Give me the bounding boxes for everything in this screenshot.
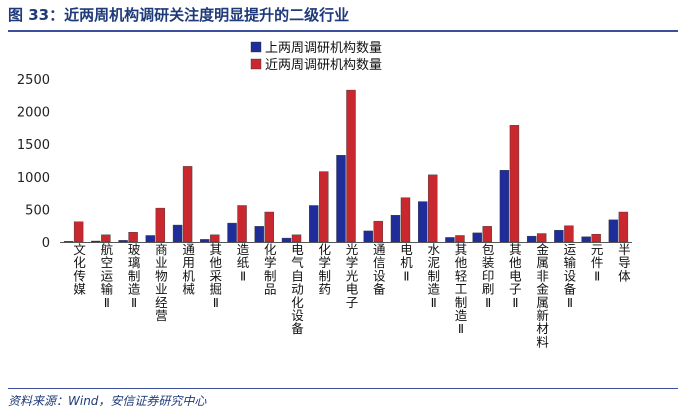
bar-recent-two-weeks — [346, 89, 356, 243]
bar-recent-two-weeks — [536, 233, 547, 243]
x-category-label: 文化传媒 — [73, 242, 86, 297]
bar-prev-two-weeks — [363, 230, 373, 243]
x-category-label: 其他电子 Ⅱ — [509, 242, 522, 310]
y-axis: 0 500 1000 1500 2000 2500 — [17, 73, 50, 251]
x-category-label: 电气自动化设备 — [291, 242, 304, 336]
x-category-label: 运输设备 Ⅱ — [564, 242, 577, 310]
footer-divider — [8, 388, 678, 389]
x-category-label: 其他采掘 Ⅱ — [210, 242, 223, 310]
bar-recent-two-weeks — [210, 234, 220, 243]
x-category-label: 造纸 Ⅱ — [237, 242, 250, 283]
bar-recent-two-weeks — [101, 234, 111, 243]
bar-recent-two-weeks — [400, 197, 411, 243]
bar-prev-two-weeks — [200, 239, 210, 243]
bar-prev-two-weeks — [526, 235, 537, 243]
bar-recent-two-weeks — [155, 207, 166, 243]
bar-recent-two-weeks — [482, 226, 492, 243]
bar-prev-two-weeks — [227, 222, 237, 243]
bar-recent-two-weeks — [564, 225, 574, 243]
y-tick-label: 0 — [42, 236, 50, 251]
bar-prev-two-weeks — [254, 226, 264, 243]
bar-recent-two-weeks — [373, 220, 383, 243]
y-tick-label: 2500 — [17, 73, 50, 88]
x-category-label: 水泥制造 Ⅱ — [427, 242, 440, 310]
y-tick-label: 2000 — [17, 106, 50, 121]
source-note: 资料来源：Wind，安信证券研究中心 — [8, 394, 207, 408]
bar-prev-two-weeks — [499, 170, 510, 243]
x-category-label: 化学制药 — [319, 242, 332, 297]
bar-recent-two-weeks — [428, 174, 438, 243]
legend-label: 近两周调研机构数量 — [265, 58, 382, 73]
bar-recent-two-weeks — [509, 125, 520, 243]
bar-prev-two-weeks — [390, 215, 401, 243]
x-category-label: 半导体 — [618, 242, 631, 283]
bar-prev-two-weeks — [145, 235, 156, 243]
title-divider — [8, 30, 678, 32]
x-category-label: 化学制品 — [264, 242, 277, 297]
bar-recent-two-weeks — [291, 234, 302, 243]
x-category-label: 商业物业经营 — [155, 242, 168, 323]
bar-prev-two-weeks — [472, 232, 482, 243]
x-axis: 文化传媒 航空运输 Ⅱ 玻璃制造 Ⅱ 商业物业经营 通用机械 其他采掘 Ⅱ 造纸 Ⅱ 化学制品 电气自动… — [60, 242, 632, 349]
bar-prev-two-weeks — [581, 236, 591, 243]
x-category-label: 电机 Ⅱ — [400, 242, 413, 283]
bar-prev-two-weeks — [281, 237, 292, 243]
bar-recent-two-weeks — [182, 166, 193, 243]
y-tick-label: 500 — [25, 203, 50, 218]
y-tick-label: 1500 — [17, 138, 50, 153]
legend-swatch — [250, 58, 262, 70]
x-category-label: 包装印刷 Ⅱ — [482, 242, 495, 310]
y-tick-label: 1000 — [17, 171, 50, 186]
bar-prev-two-weeks — [91, 240, 101, 243]
bar-prev-two-weeks — [418, 201, 428, 243]
x-category-label: 金属非金属新材料 — [536, 242, 549, 349]
x-category-label: 航空运输 Ⅱ — [101, 242, 114, 310]
x-category-label: 其他轻工制造 Ⅱ — [455, 242, 468, 336]
x-category-label: 玻璃制造 Ⅱ — [128, 242, 141, 310]
bar-prev-two-weeks — [336, 155, 346, 243]
bar-recent-two-weeks — [237, 205, 247, 243]
bar-recent-two-weeks — [128, 232, 138, 243]
legend-label: 上两周调研机构数量 — [265, 41, 382, 56]
legend-swatch — [250, 41, 262, 53]
x-category-label: 光学光电子 — [346, 242, 359, 310]
bar-prev-two-weeks — [608, 219, 619, 243]
x-category-label: 通用机械 — [182, 242, 195, 297]
bar-prev-two-weeks — [445, 237, 455, 243]
bar-recent-two-weeks — [73, 221, 84, 243]
x-category-label: 通信设备 — [373, 242, 386, 297]
x-category-label: 元件 Ⅱ — [591, 242, 604, 283]
bar-recent-two-weeks — [264, 211, 274, 243]
bar-recent-two-weeks — [618, 211, 629, 243]
chart-title: 图 33：近两周机构调研关注度明显提升的二级行业 — [8, 6, 350, 24]
bar-prev-two-weeks — [309, 205, 319, 243]
bar-prev-two-weeks — [63, 241, 74, 243]
bar-recent-two-weeks — [319, 171, 329, 243]
bar-prev-two-weeks — [554, 230, 564, 243]
bar-recent-two-weeks — [591, 233, 601, 243]
bar-prev-two-weeks — [118, 240, 128, 243]
bar-prev-two-weeks — [172, 224, 183, 243]
bars — [63, 89, 629, 243]
